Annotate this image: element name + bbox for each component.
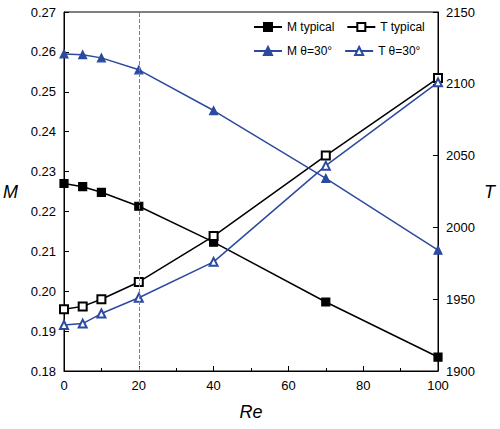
svg-text:0.18: 0.18 (31, 364, 56, 379)
svg-text:0.20: 0.20 (31, 284, 56, 299)
svg-text:T typical: T typical (380, 20, 424, 34)
svg-text:Re: Re (239, 402, 262, 422)
svg-text:T θ=30°: T θ=30° (378, 44, 420, 58)
svg-text:2000: 2000 (446, 220, 475, 235)
svg-text:40: 40 (206, 378, 220, 393)
svg-text:80: 80 (356, 378, 370, 393)
svg-text:0.27: 0.27 (31, 5, 56, 20)
svg-text:2050: 2050 (446, 148, 475, 163)
svg-text:2100: 2100 (446, 76, 475, 91)
svg-text:1950: 1950 (446, 292, 475, 307)
svg-text:2150: 2150 (446, 5, 475, 20)
svg-text:0.19: 0.19 (31, 324, 56, 339)
svg-text:100: 100 (427, 378, 449, 393)
svg-text:1900: 1900 (446, 364, 475, 379)
svg-text:0.22: 0.22 (31, 204, 56, 219)
svg-text:M θ=30°: M θ=30° (287, 44, 332, 58)
svg-text:0.26: 0.26 (31, 44, 56, 59)
svg-text:M typical: M typical (287, 20, 334, 34)
svg-text:0.23: 0.23 (31, 164, 56, 179)
svg-text:20: 20 (132, 378, 146, 393)
svg-text:60: 60 (281, 378, 295, 393)
svg-text:M: M (3, 182, 18, 202)
svg-text:0.24: 0.24 (31, 124, 56, 139)
svg-text:0.21: 0.21 (31, 244, 56, 259)
svg-text:T: T (484, 182, 497, 202)
svg-text:0.25: 0.25 (31, 84, 56, 99)
svg-text:0: 0 (60, 378, 67, 393)
